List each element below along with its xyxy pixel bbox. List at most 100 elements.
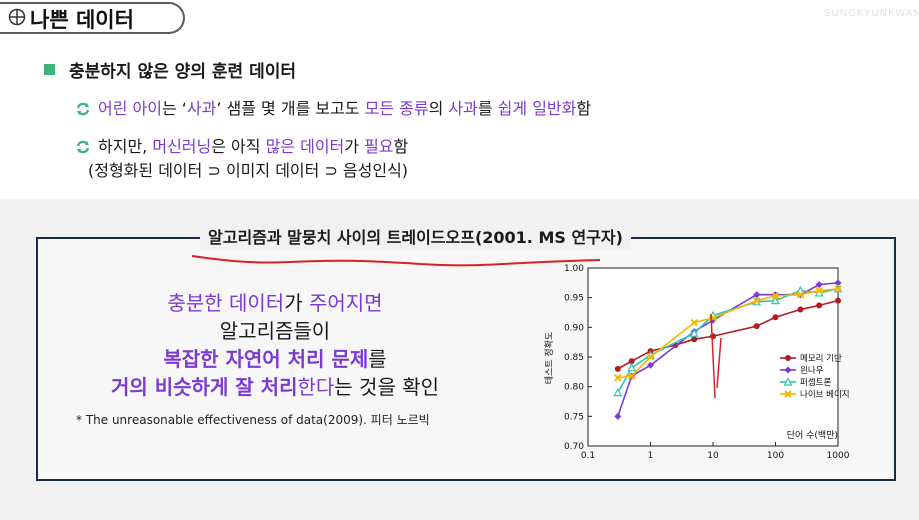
x-tick-label: 0.1 <box>581 451 595 461</box>
data-point <box>627 362 637 372</box>
chart-series-group <box>613 279 843 420</box>
citation: * The unreasonable effectiveness of data… <box>76 413 430 427</box>
red-handwriting-annotation <box>710 313 722 399</box>
y-tick-label: 0.75 <box>564 412 584 422</box>
data-point <box>785 355 791 361</box>
series-polyline <box>617 282 839 417</box>
data-point <box>834 285 842 293</box>
data-point <box>614 412 622 420</box>
page-title: 나쁜 데이터 <box>30 8 134 32</box>
finding-text: 충분한 데이터가 주어지면 알고리즘들이 복잡한 자연어 처리 문제를 거의 비… <box>60 289 490 401</box>
data-point <box>614 365 621 372</box>
text-much-data: 많은 데이터 <box>265 137 345 156</box>
text-plain: 함 <box>393 137 409 156</box>
y-tick-label: 0.80 <box>564 383 584 393</box>
finding-line-4: 거의 비슷하게 잘 처리한다는 것을 확인 <box>60 373 490 401</box>
data-point <box>690 318 698 327</box>
text-need: 필요 <box>364 137 394 156</box>
data-point <box>627 372 636 380</box>
data-point <box>784 390 792 398</box>
data-point <box>628 358 635 365</box>
logo-watermark: SUNGKYUNKWAN <box>824 8 919 19</box>
text-apple: 사과 <box>186 99 217 118</box>
data-point <box>815 281 823 289</box>
x-tick-label: 10 <box>707 451 719 461</box>
data-point <box>647 361 654 369</box>
text-plain: 를 보고도 <box>295 99 365 118</box>
text-plain: 은 아직 <box>211 137 266 156</box>
text-apple: 사과 <box>448 99 478 118</box>
data-point <box>753 291 761 299</box>
text-generalize: 쉽게 일반화 <box>497 99 577 118</box>
text-plain: 는 ‘ <box>161 99 187 118</box>
legend-label: 메모리 기반 <box>800 353 842 364</box>
text-similarly-well: 거의 비슷하게 잘 처리 <box>110 375 298 399</box>
sub-bullet-2: 하지만, 머신러닝은 아직 많은 데이터가 필요함 (정형화된 데이터 ⊃ 이미… <box>76 136 408 182</box>
accuracy-chart: 0.70 0.75 0.80 0.85 0.90 0.95 1.00 0.1 1 10 100 100… <box>543 264 850 461</box>
text-plain: 가 <box>284 291 309 315</box>
square-bullet-icon <box>44 63 55 75</box>
y-tick-label: 0.85 <box>564 353 584 363</box>
cycle-arrows-icon <box>76 140 90 154</box>
x-axis-label: 단어 수(백만) <box>787 430 838 441</box>
legend-label: 나이브 베이지 <box>800 389 850 400</box>
data-point <box>834 279 842 287</box>
y-tick-label: 0.95 <box>564 294 584 304</box>
y-tick-label: 0.90 <box>564 323 584 333</box>
data-point <box>753 323 760 330</box>
finding-line-1: 충분한 데이터가 주어지면 <box>60 289 490 317</box>
data-point <box>613 387 623 397</box>
data-point <box>797 306 804 313</box>
y-axis-label: 테스트 정확도 <box>543 332 555 385</box>
header-pill <box>0 2 185 34</box>
text-child: 어린 아이 <box>98 99 162 118</box>
text-given: 주어지면 <box>308 291 383 315</box>
legend-label: 윈나우 <box>800 366 824 376</box>
text-complex-nlp: 복잡한 자연어 처리 문제 <box>163 347 369 371</box>
x-tick-label: 1 <box>648 451 654 461</box>
data-point <box>771 292 780 300</box>
text-plain: ’ 샘플 몇 개 <box>216 99 296 118</box>
data-point <box>815 286 823 295</box>
text-plain: 의 <box>428 99 449 118</box>
data-point <box>646 353 655 361</box>
red-underline-annotation <box>191 255 601 267</box>
x-tick-label: 100 <box>767 451 784 461</box>
cycle-arrows-icon <box>76 102 90 116</box>
data-point <box>796 290 805 299</box>
legend-label: 퍼셉트론 <box>800 377 831 388</box>
sub-bullet-1: 어린 아이는 ‘사과’ 샘플 몇 개를 보고도 모든 종류의 사과를 쉽게 일반… <box>76 98 591 120</box>
series-polyline <box>617 287 839 379</box>
sub-bullet-2-text: 하지만, 머신러닝은 아직 많은 데이터가 필요함 (정형화된 데이터 ⊃ 이미… <box>88 136 409 182</box>
data-point <box>772 314 779 321</box>
text-plain: 를 <box>368 347 387 371</box>
data-point <box>783 377 793 386</box>
x-tick-label: 1000 <box>827 451 850 461</box>
main-bullet: 충분하지 않은 양의 훈련 데이터 <box>44 57 296 82</box>
text-plain: 가 <box>344 137 365 156</box>
data-point <box>770 295 781 305</box>
y-tick-label: 0.70 <box>564 442 584 452</box>
crosshair-globe-icon <box>8 8 26 26</box>
text-all-kinds: 모든 종류 <box>364 99 429 118</box>
box-title: 알고리즘과 말뭉치 사이의 트레이드오프(2001. MS 연구자) <box>200 226 631 250</box>
y-tick-label: 1.00 <box>564 264 584 274</box>
data-point <box>835 297 841 304</box>
finding-line-2: 알고리즘들이 <box>219 319 331 343</box>
slide-header: 나쁜 데이터 SUNGKYUNKWAN <box>0 0 919 40</box>
text-machine-learning: 머신러닝 <box>152 137 212 156</box>
data-point <box>784 366 792 374</box>
data-point <box>816 302 823 309</box>
text-plain: 하지만, <box>98 137 153 156</box>
text-enough-data: 충분한 데이터 <box>167 291 285 315</box>
data-point <box>691 336 698 343</box>
text-plain: 는 것을 확인 <box>334 375 440 399</box>
sub-bullet-2-line2: (정형화된 데이터 ⊃ 이미지 데이터 ⊃ 음성인식) <box>88 161 409 180</box>
text-does: 한다 <box>297 375 335 399</box>
main-bullet-text: 충분하지 않은 양의 훈련 데이터 <box>69 61 296 82</box>
series-line <box>614 285 842 382</box>
text-plain: 함 <box>576 99 592 118</box>
text-plain: 를 <box>477 99 498 118</box>
finding-line-3: 복잡한 자연어 처리 문제를 <box>60 345 490 373</box>
